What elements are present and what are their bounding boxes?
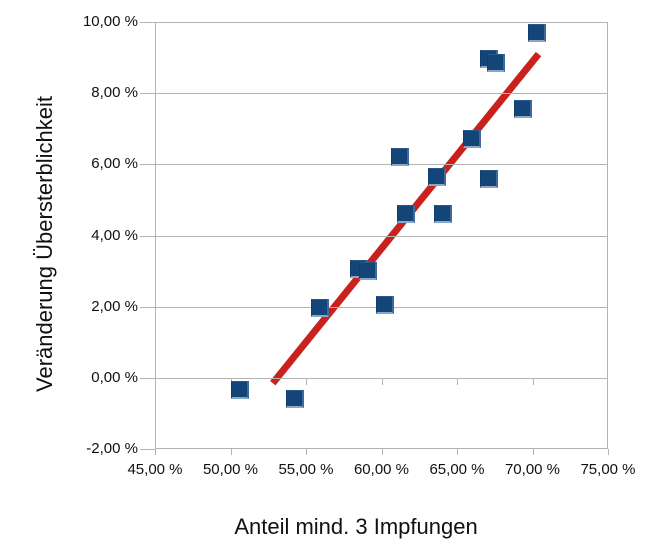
x-axis-zero-tick [381,377,383,385]
x-axis-tick [608,449,609,455]
data-point-marker [428,167,447,186]
data-point-marker [487,53,506,72]
y-tick-label: 6,00 % [91,155,138,173]
x-tick-label: 55,00 % [278,461,334,478]
x-axis-zero-tick [306,377,307,385]
y-axis-tick [140,164,155,166]
x-axis-tick [532,449,534,455]
x-axis-title: Anteil mind. 3 Impfungen [234,514,478,539]
x-axis-tick [155,449,156,455]
x-tick-label: 65,00 % [429,461,485,478]
x-tick-label: 50,00 % [202,461,259,478]
y-tick-label: 0,00 % [91,368,138,386]
x-axis-zero-tick [457,377,458,385]
y-axis-tick [140,22,155,23]
data-point-marker [390,148,409,167]
x-tick-label: 60,00 % [353,461,410,478]
x-tick-label: 45,00 % [127,461,183,478]
data-point-marker [463,130,482,149]
y-axis-tick [140,235,155,237]
x-axis-tick [381,449,383,455]
gridline [155,235,608,237]
x-axis-tick [306,449,307,455]
y-tick-label: 2,00 % [91,297,138,315]
gridline [155,93,608,95]
y-tick-label: 10,00 % [82,13,138,30]
y-axis-title: Veränderung Übersterblichkeit [32,96,57,392]
x-axis-zero-tick [532,377,534,385]
y-axis-tick [140,93,155,95]
x-tick-label: 70,00 % [504,461,561,478]
x-axis-tick [457,449,458,455]
y-axis-tick [140,306,155,308]
y-tick-label: 8,00 % [91,84,138,102]
y-tick-label: 4,00 % [91,226,138,244]
data-point-marker [310,299,329,318]
data-point-marker [375,295,394,314]
data-point-marker [286,390,305,409]
data-point-marker [434,205,453,224]
data-point-marker [358,262,377,281]
data-point-marker [479,169,498,188]
x-axis-tick [230,449,232,455]
y-tick-label: -2,00 % [86,440,138,457]
x-tick-label: 75,00 % [580,461,636,478]
data-point-marker [230,381,249,400]
data-point-marker [528,23,547,42]
y-axis-tick [140,377,155,379]
data-point-marker [514,100,533,119]
y-axis-tick [140,449,155,450]
gridline [155,164,608,166]
data-point-marker [396,205,415,224]
